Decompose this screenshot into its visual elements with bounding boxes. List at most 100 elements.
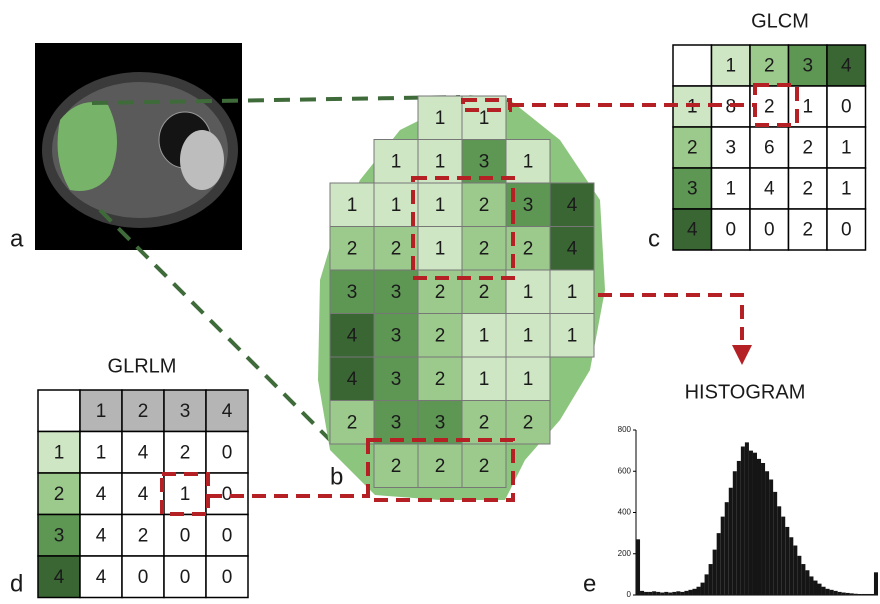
row-label: 3 xyxy=(54,525,65,546)
cell-value: 2 xyxy=(802,220,813,241)
y-tick-label: 200 xyxy=(618,549,632,558)
table-corner xyxy=(673,45,712,86)
cell-value: 4 xyxy=(96,525,107,546)
cell-value: 1 xyxy=(391,195,402,216)
bar xyxy=(688,590,692,595)
cell-value: 3 xyxy=(435,412,446,433)
bar xyxy=(729,488,733,595)
bar xyxy=(749,451,753,595)
header-label: 3 xyxy=(802,56,813,77)
cell-value: 4 xyxy=(96,567,107,588)
bar xyxy=(664,592,668,595)
cell-value: 4 xyxy=(567,238,578,259)
y-tick-label: 600 xyxy=(618,466,632,475)
cell-value: 1 xyxy=(802,97,813,118)
bar xyxy=(713,550,717,595)
cell-value: 3 xyxy=(391,325,402,346)
cell-value: 2 xyxy=(347,238,358,259)
cell-value: 2 xyxy=(523,412,534,433)
cell-value: 3 xyxy=(479,151,490,172)
bar xyxy=(801,564,805,595)
cell-value: 1 xyxy=(435,238,446,259)
bar xyxy=(721,517,725,595)
cell-value: 1 xyxy=(725,179,736,200)
cell-value: 1 xyxy=(523,151,534,172)
histogram-title: HISTOGRAM xyxy=(685,381,806,403)
bar xyxy=(737,461,741,595)
cell-value: 0 xyxy=(222,442,233,463)
y-tick-label: 400 xyxy=(618,508,632,517)
cell-value: 8 xyxy=(725,97,736,118)
panel-label: d xyxy=(10,570,23,597)
cell-value: 2 xyxy=(138,525,149,546)
cell-value: 1 xyxy=(96,442,107,463)
cell-value: 3 xyxy=(391,412,402,433)
bar xyxy=(680,592,684,595)
bar xyxy=(648,592,652,595)
bar xyxy=(692,589,696,595)
cell-value: 3 xyxy=(391,369,402,390)
cell-value: 2 xyxy=(479,412,490,433)
cell-value: 2 xyxy=(802,179,813,200)
row-label: 4 xyxy=(687,220,698,241)
bar xyxy=(701,583,705,595)
cell-value: 2 xyxy=(435,325,446,346)
cell-value: 2 xyxy=(479,238,490,259)
cell-value: 0 xyxy=(180,567,191,588)
table-corner xyxy=(38,390,80,432)
bar xyxy=(676,591,680,595)
cell-value: 2 xyxy=(764,97,775,118)
row-label: 3 xyxy=(687,179,698,200)
cell-value: 2 xyxy=(391,456,402,477)
panel-label: c xyxy=(648,225,660,252)
cell-value: 2 xyxy=(479,195,490,216)
bar xyxy=(684,591,688,595)
cell-value: 4 xyxy=(764,179,775,200)
cell-value: 2 xyxy=(435,282,446,303)
bar xyxy=(644,592,648,595)
bar xyxy=(813,581,817,595)
header-label: 2 xyxy=(764,56,775,77)
panel-label: a xyxy=(10,225,24,252)
cell-value: 1 xyxy=(435,151,446,172)
glrlm-title: GLRLM xyxy=(108,355,177,377)
cell-value: 0 xyxy=(180,525,191,546)
cell-value: 1 xyxy=(841,179,852,200)
cell-value: 0 xyxy=(725,220,736,241)
cell-value: 2 xyxy=(523,238,534,259)
bar xyxy=(874,572,878,595)
bar xyxy=(769,480,773,596)
cell-value: 3 xyxy=(391,282,402,303)
cell-value: 1 xyxy=(435,108,446,129)
bar xyxy=(709,564,713,595)
header-label: 3 xyxy=(180,401,191,422)
bar xyxy=(652,591,656,595)
bar xyxy=(705,574,709,595)
bar xyxy=(753,453,757,595)
bar xyxy=(761,463,765,595)
bar xyxy=(725,502,729,595)
bar xyxy=(826,589,830,595)
cell-value: 2 xyxy=(435,369,446,390)
cell-value: 3 xyxy=(725,138,736,159)
bar xyxy=(854,594,858,595)
y-tick-label: 0 xyxy=(627,590,632,599)
bar xyxy=(741,447,745,596)
cell-value: 2 xyxy=(391,238,402,259)
bar xyxy=(858,594,862,595)
connector xyxy=(598,295,742,340)
bar xyxy=(777,506,781,595)
bar xyxy=(785,527,789,595)
bar xyxy=(773,492,777,595)
cell-value: 2 xyxy=(479,456,490,477)
row-label: 2 xyxy=(54,484,65,505)
cell-value: 1 xyxy=(523,369,534,390)
bar xyxy=(660,593,664,595)
bar xyxy=(809,576,813,595)
row-label: 2 xyxy=(687,138,698,159)
cell-value: 4 xyxy=(347,369,358,390)
bar xyxy=(656,592,660,595)
cell-value: 0 xyxy=(764,220,775,241)
